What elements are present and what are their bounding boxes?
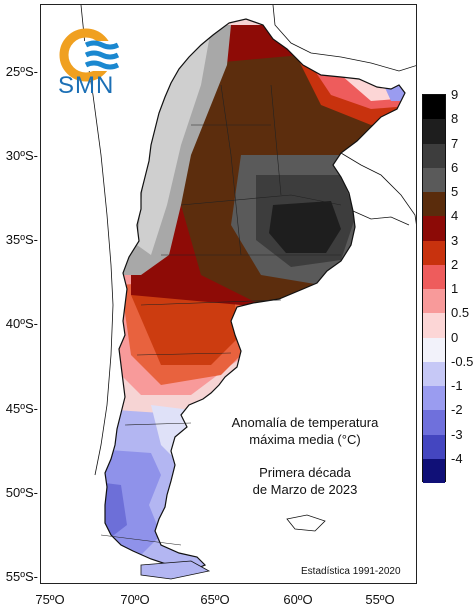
- lat-label-25s: 25ºS-: [5, 64, 38, 79]
- legend-swatch: [423, 119, 445, 144]
- legend-swatch: [423, 192, 445, 217]
- legend-swatch: [423, 143, 445, 168]
- lat-label-40s: 40ºS-: [5, 316, 38, 331]
- argentina-outline: [104, 18, 406, 572]
- lon-label-75o: 75ºO: [35, 592, 65, 607]
- legend-label: 1: [451, 281, 459, 296]
- smn-logo-icon: [59, 28, 120, 82]
- legend-label: 2: [451, 256, 459, 272]
- lon-label-60o: 60ºO: [283, 592, 313, 607]
- lat-label-55s: 55ºS-: [5, 569, 38, 584]
- lon-label-55o: 55ºO: [365, 592, 395, 607]
- map-frame: [40, 4, 417, 584]
- legend-label: 5: [451, 184, 459, 199]
- logo-text: SMN: [58, 72, 115, 99]
- lat-label-35s: 35ºS-: [5, 232, 38, 247]
- legend-label: 0: [451, 329, 459, 345]
- legend-swatch: [423, 240, 445, 265]
- title-line-1: Anomalía de temperatura: [231, 415, 379, 430]
- legend-swatch: [423, 289, 445, 314]
- legend-swatch: [423, 361, 445, 386]
- tierra-del-fuego: [140, 560, 211, 580]
- malvinas-islands: [286, 514, 326, 532]
- legend-label: -1: [451, 378, 463, 393]
- legend-swatch: [423, 264, 445, 289]
- legend-label: 9: [451, 87, 459, 102]
- lat-label-30s: 30ºS-: [5, 148, 38, 163]
- legend-swatch: [423, 337, 445, 362]
- statistics-period-note: Estadística 1991-2020: [301, 566, 401, 577]
- legend-label: -0.5: [451, 353, 474, 369]
- lat-label-45s: 45ºS-: [5, 401, 38, 416]
- legend-swatch: [423, 167, 445, 192]
- title-line-2: máxima media (°C): [249, 432, 361, 447]
- legend-label: 8: [451, 111, 459, 127]
- legend-label: 7: [451, 135, 459, 151]
- period-line-1: Primera década: [259, 465, 351, 480]
- color-legend: [422, 94, 446, 483]
- legend-label: -4: [451, 450, 463, 466]
- period-line-2: de Marzo de 2023: [252, 482, 358, 497]
- legend-swatch: [423, 216, 445, 241]
- legend-swatch: [423, 410, 445, 435]
- legend-swatch: [423, 386, 445, 411]
- legend-label: 4: [451, 208, 459, 224]
- legend-swatch: [423, 95, 445, 120]
- legend-label: 3: [451, 232, 459, 248]
- legend-label: 6: [451, 159, 459, 175]
- anomaly-map: [80, 5, 416, 580]
- lat-label-50s: 50ºS-: [5, 485, 38, 500]
- legend-label: 0.5: [451, 305, 470, 321]
- map-title: Anomalía de temperatura máxima media (°C…: [215, 414, 395, 448]
- legend-swatch: [423, 313, 445, 338]
- period-text: Primera década de Marzo de 2023: [230, 464, 380, 498]
- province-borders: [100, 84, 342, 546]
- lon-label-65o: 65ºO: [200, 592, 230, 607]
- legend-swatch: [423, 434, 445, 459]
- legend-label: -3: [451, 426, 463, 442]
- legend-label: -2: [451, 402, 463, 418]
- lon-label-70o: 70ºO: [120, 592, 150, 607]
- legend-swatch: [423, 458, 445, 483]
